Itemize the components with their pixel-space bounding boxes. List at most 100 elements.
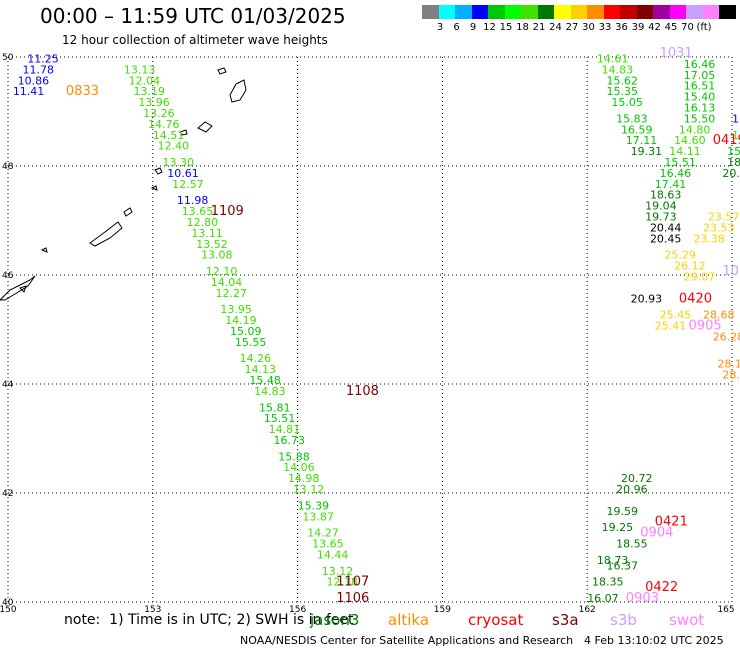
satellite-name: altika bbox=[388, 611, 430, 629]
wave-height-value: 13.65 bbox=[312, 538, 344, 551]
wave-height-value: 26.28 bbox=[713, 330, 740, 343]
legend-swatch bbox=[521, 5, 538, 19]
wave-height-value: 23.57 bbox=[708, 211, 740, 224]
legend-swatch bbox=[471, 5, 489, 19]
legend-swatch bbox=[422, 5, 439, 19]
wave-height-value: 14.06 bbox=[283, 461, 315, 474]
wave-height-value: 11.25 bbox=[27, 52, 59, 65]
wave-height-value: 13.95 bbox=[220, 303, 252, 316]
wave-height-value: 15.88 bbox=[278, 450, 310, 463]
wave-height-value: 28.10 bbox=[718, 358, 740, 371]
wave-height-value: 28.68 bbox=[703, 309, 735, 322]
legend-label: 12 bbox=[483, 22, 496, 33]
pass-time-label: 1108 bbox=[346, 384, 379, 399]
legend-swatch bbox=[504, 5, 522, 19]
wave-height-value: 13.19 bbox=[133, 85, 165, 98]
wave-height-value: 14.44 bbox=[317, 548, 349, 561]
lon-tick-label: 159 bbox=[434, 605, 451, 615]
wave-height-value: 29.07 bbox=[684, 270, 716, 283]
wave-height-value: 16.07 bbox=[587, 592, 619, 605]
wave-height-value: 15.83 bbox=[616, 112, 648, 125]
legend-swatch bbox=[554, 5, 571, 19]
wave-height-value: 13.08 bbox=[201, 249, 233, 262]
lat-tick-label: 46 bbox=[2, 271, 14, 281]
wave-height-value: 16.59 bbox=[621, 123, 653, 136]
legend-label: 15 bbox=[499, 22, 513, 33]
wave-height-value: 12.40 bbox=[158, 140, 190, 153]
page-subtitle: 12 hour collection of altimeter wave hei… bbox=[62, 33, 328, 47]
satellite-name: cryosat bbox=[468, 611, 524, 629]
legend-label: 18 bbox=[516, 22, 529, 33]
wave-height-value: 12.80 bbox=[187, 216, 219, 229]
legend-label: 33 bbox=[598, 22, 612, 33]
wave-height-value: 18.55 bbox=[616, 538, 648, 551]
lon-tick-label: 162 bbox=[579, 605, 596, 615]
legend-label: (ft) bbox=[696, 22, 712, 33]
wave-height-value: 10.61 bbox=[167, 167, 199, 180]
wave-height-value: 16.73 bbox=[273, 434, 305, 447]
wave-height-value: 25.41 bbox=[655, 320, 687, 333]
legend-label: 70 bbox=[681, 22, 694, 33]
latitude-tick-labels: 50 48 46 44 42 40 bbox=[2, 53, 14, 608]
lon-tick-label: 150 bbox=[0, 605, 17, 615]
wave-height-value: 19.73 bbox=[645, 211, 677, 224]
longitude-tick-labels: 150 153 156 159 162 165 bbox=[0, 605, 735, 615]
page-title: 00:00 – 11:59 UTC 01/03/2025 bbox=[40, 4, 346, 28]
wave-height-value: 14.51 bbox=[153, 129, 185, 142]
legend-label: 45 bbox=[664, 22, 678, 33]
wave-height-value: 15.2 bbox=[727, 145, 740, 158]
wave-height-value: 20.45 bbox=[650, 232, 682, 245]
pass-time-label: 0420 bbox=[679, 291, 712, 306]
legend-swatch bbox=[488, 5, 505, 19]
pass-time-label: 0903 bbox=[626, 591, 659, 606]
pass-time-label: 1107 bbox=[336, 575, 369, 590]
wave-height-value: 12.04 bbox=[129, 74, 161, 87]
wave-height-value: 25.29 bbox=[664, 249, 696, 262]
legend-label: 9 bbox=[469, 22, 477, 33]
legend-swatch bbox=[587, 5, 604, 19]
wave-height-value: 13.12 bbox=[322, 565, 354, 578]
legend-swatch bbox=[686, 5, 703, 19]
legend-swatch bbox=[603, 5, 621, 19]
legend-swatch bbox=[719, 5, 736, 19]
wave-height-value: 13. bbox=[732, 129, 740, 142]
wave-height-value: 13.13 bbox=[124, 63, 156, 76]
wave-height-value: 15.50 bbox=[684, 112, 716, 125]
generated-timestamp: 4 Feb 13:10:02 UTC 2025 bbox=[584, 634, 724, 647]
wave-height-value: 15.40 bbox=[684, 91, 716, 104]
legend-swatch bbox=[653, 5, 670, 19]
wave-height-value: 14.19 bbox=[225, 314, 257, 327]
wave-height-value: 15.39 bbox=[298, 499, 330, 512]
wave-height-value: 12.57 bbox=[172, 178, 204, 191]
lat-tick-label: 40 bbox=[2, 598, 14, 608]
legend-swatch bbox=[620, 5, 637, 19]
legend-swatch bbox=[702, 5, 720, 19]
wave-height-value: 14.83 bbox=[254, 385, 286, 398]
wave-height-value: 15.09 bbox=[230, 325, 262, 338]
pass-time-label: 1106 bbox=[336, 591, 369, 606]
lat-tick-label: 50 bbox=[2, 53, 14, 63]
wave-height-value: 10.86 bbox=[18, 74, 50, 87]
lat-tick-label: 48 bbox=[2, 162, 14, 172]
wave-height-value: 25.45 bbox=[660, 309, 692, 322]
pass-time-label: 1109 bbox=[211, 204, 244, 219]
map-grid bbox=[7, 56, 733, 603]
legend-swatch bbox=[669, 5, 687, 19]
wave-height-value: 11.41 bbox=[13, 85, 45, 98]
wave-height-value: 18.73 bbox=[597, 554, 629, 567]
wave-height-value: 16.37 bbox=[607, 559, 639, 572]
satellite-name: s3b bbox=[610, 611, 637, 629]
satellite-name: swot bbox=[669, 611, 705, 629]
pass-time-label: 1031 bbox=[660, 46, 693, 61]
lon-tick-label: 153 bbox=[144, 605, 161, 615]
wave-height-value: 14.11 bbox=[669, 145, 701, 158]
credit-line: NOAA/NESDIS Center for Satellite Applica… bbox=[240, 634, 574, 647]
wave-height-value: 11 bbox=[732, 112, 740, 125]
wave-height-value: 17.11 bbox=[626, 134, 658, 147]
legend-swatch bbox=[455, 5, 472, 19]
wave-height-value: 20.95 bbox=[722, 167, 740, 180]
wave-height-value: 19.31 bbox=[631, 145, 663, 158]
